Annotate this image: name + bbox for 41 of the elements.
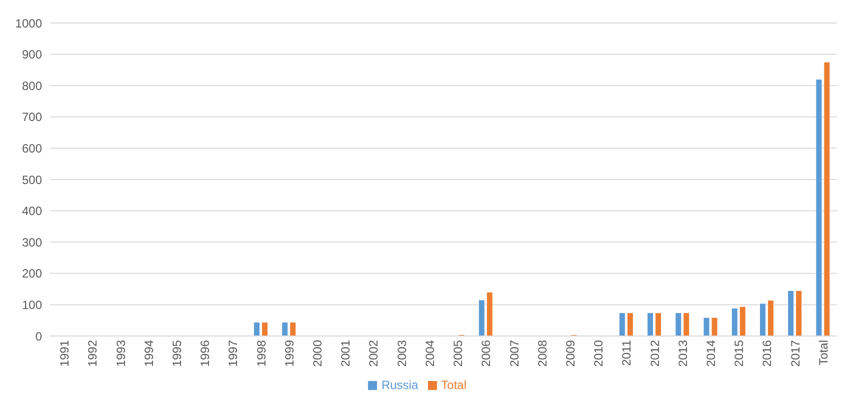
x-tick-label: 2012 (648, 340, 662, 367)
x-tick-label: 2011 (620, 340, 634, 366)
y-tick-label: 400 (22, 204, 42, 218)
x-tick-label: 1992 (86, 340, 100, 367)
y-tick-label: 700 (22, 110, 42, 124)
x-tick-label: 2009 (564, 340, 578, 367)
x-tick-label: 2013 (676, 340, 690, 367)
y-tick-label: 900 (22, 48, 42, 62)
x-tick-label: 2006 (479, 340, 494, 367)
x-tick-label: 1994 (142, 340, 156, 367)
y-tick-label: 500 (22, 172, 42, 187)
x-tick-label: 2016 (760, 340, 774, 367)
y-tick-label: 800 (22, 78, 42, 93)
y-tick-label: 200 (22, 266, 42, 281)
x-tick-label: 2007 (507, 340, 522, 367)
x-tick-label: 1996 (198, 340, 212, 367)
x-tick-label: 2005 (451, 340, 466, 367)
y-tick-label: 100 (22, 298, 42, 312)
x-tick-label: 2017 (788, 340, 802, 367)
x-tick-label: 2003 (394, 340, 409, 367)
x-tick-label: Total (816, 340, 830, 366)
x-tick-label: 2014 (704, 340, 718, 367)
x-tick-label: 2000 (310, 340, 325, 367)
x-tick-label: 1997 (226, 340, 240, 367)
x-tick-label: 2001 (338, 340, 353, 367)
y-tick-label: 600 (22, 141, 42, 156)
x-tick-label: 2002 (366, 340, 381, 367)
y-tick-label: 300 (22, 235, 42, 250)
x-tick-label: 1991 (58, 340, 72, 367)
y-tick-label: 1000 (15, 16, 42, 30)
x-tick-label: 1995 (170, 340, 184, 367)
x-tick-label: 2004 (422, 340, 437, 367)
x-tick-label: 2010 (592, 340, 606, 367)
x-tick-label: 2008 (535, 340, 550, 367)
x-tick-label: 2015 (732, 340, 746, 367)
legend-label: Total (441, 378, 467, 392)
y-tick-label: 0 (35, 329, 42, 344)
x-tick-label: 1998 (254, 340, 268, 367)
legend-label: Russia (381, 378, 418, 392)
x-tick-label: 1993 (114, 340, 128, 367)
x-tick-label: 1999 (282, 340, 296, 367)
